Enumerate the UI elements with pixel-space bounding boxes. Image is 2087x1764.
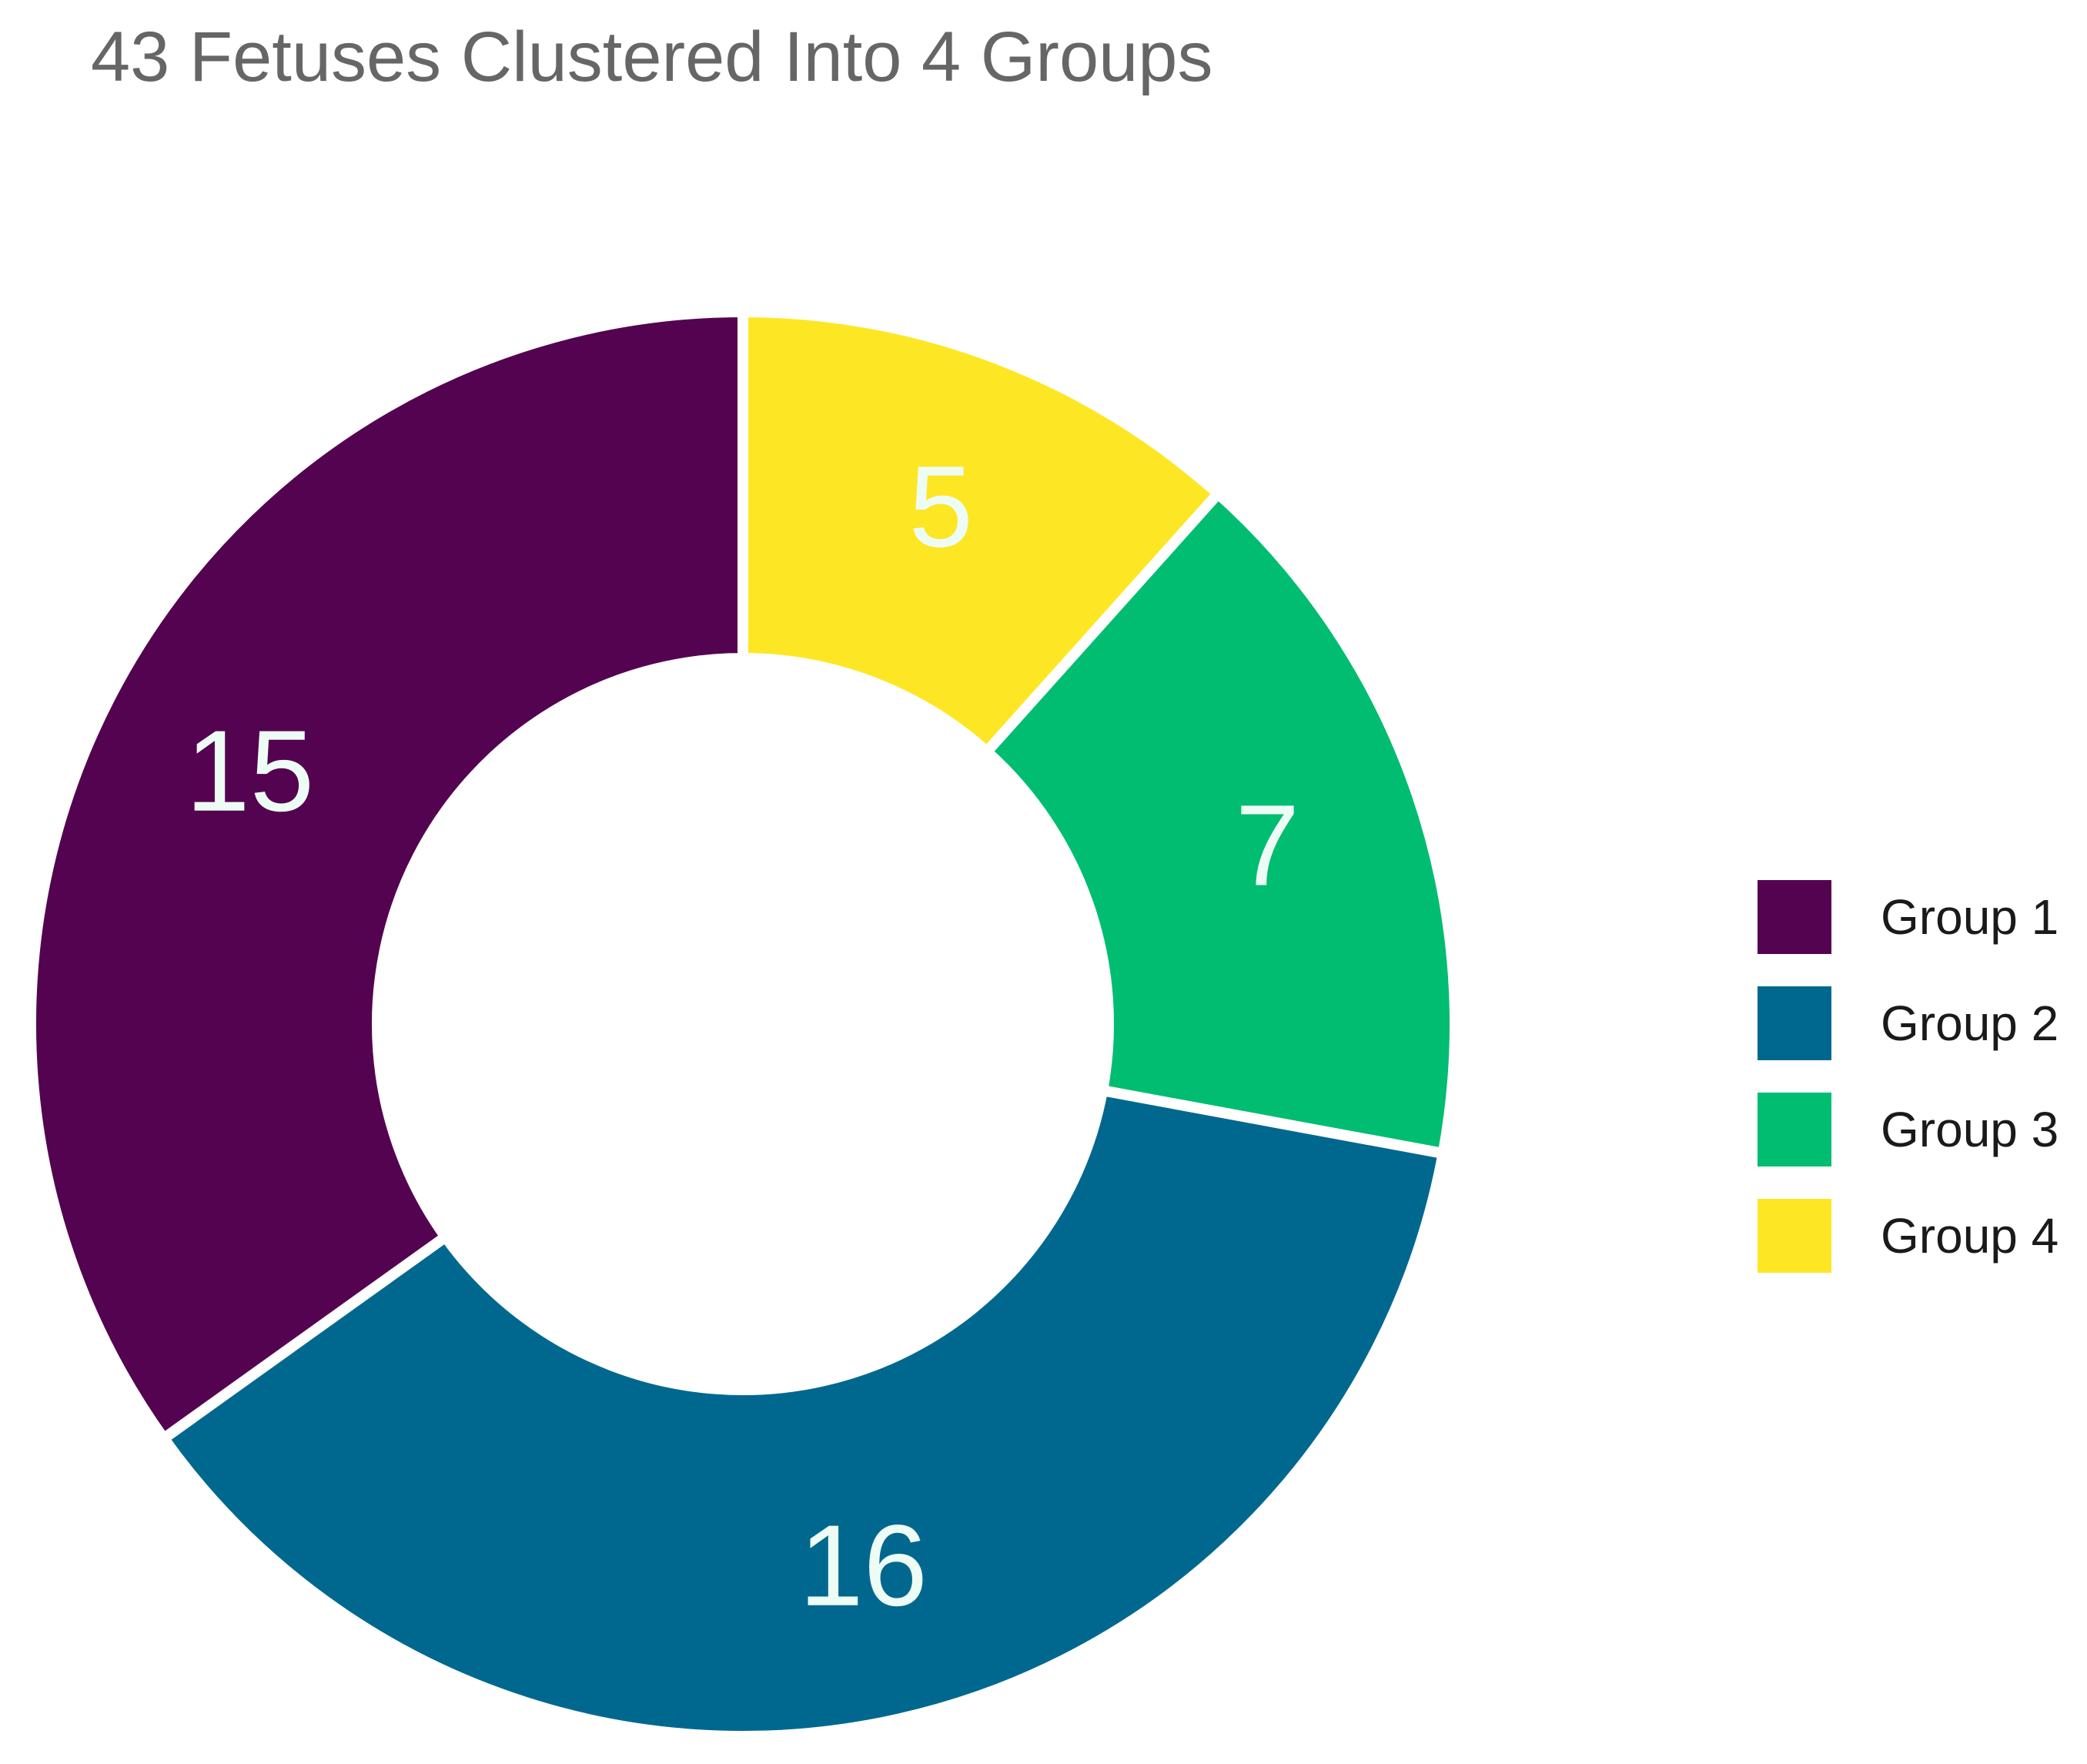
slice-label-group-4: 5 [908,442,972,571]
legend-label-group-1: Group 1 [1881,889,2059,945]
chart-title: 43 Fetuses Clustered Into 4 Groups [91,18,1212,96]
legend-swatch-group-1 [1758,880,1831,954]
slice-label-group-3: 7 [1236,781,1299,910]
legend-label-group-3: Group 3 [1881,1102,2059,1157]
slice-group-3 [979,486,1460,1160]
donut-slices [25,306,1460,1742]
legend-label-group-4: Group 4 [1881,1208,2059,1264]
slice-label-group-2: 16 [799,1501,928,1630]
slice-label-group-1: 15 [186,706,314,835]
slice-group-1 [25,306,748,1446]
legend-label-group-2: Group 2 [1881,996,2059,1051]
slice-group-4 [737,306,1226,760]
slice-labels: 5 7 16 15 [186,442,1299,1630]
legend-swatch-group-2 [1758,986,1831,1060]
slice-group-2 [156,1084,1450,1742]
legend-swatch-group-3 [1758,1093,1831,1167]
legend: Group 1 Group 2 Group 3 Group 4 [1758,880,2059,1273]
legend-swatch-group-4 [1758,1199,1831,1273]
